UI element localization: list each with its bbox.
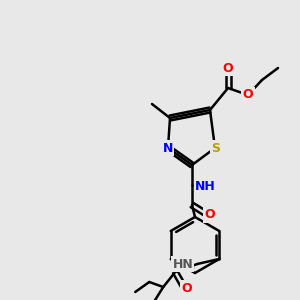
Text: O: O [243, 88, 253, 101]
Text: O: O [181, 281, 192, 295]
Text: NH: NH [195, 181, 216, 194]
Text: O: O [223, 61, 233, 74]
Text: S: S [212, 142, 220, 154]
Text: HN: HN [172, 257, 193, 271]
Text: O: O [205, 208, 215, 221]
Text: N: N [163, 142, 173, 154]
